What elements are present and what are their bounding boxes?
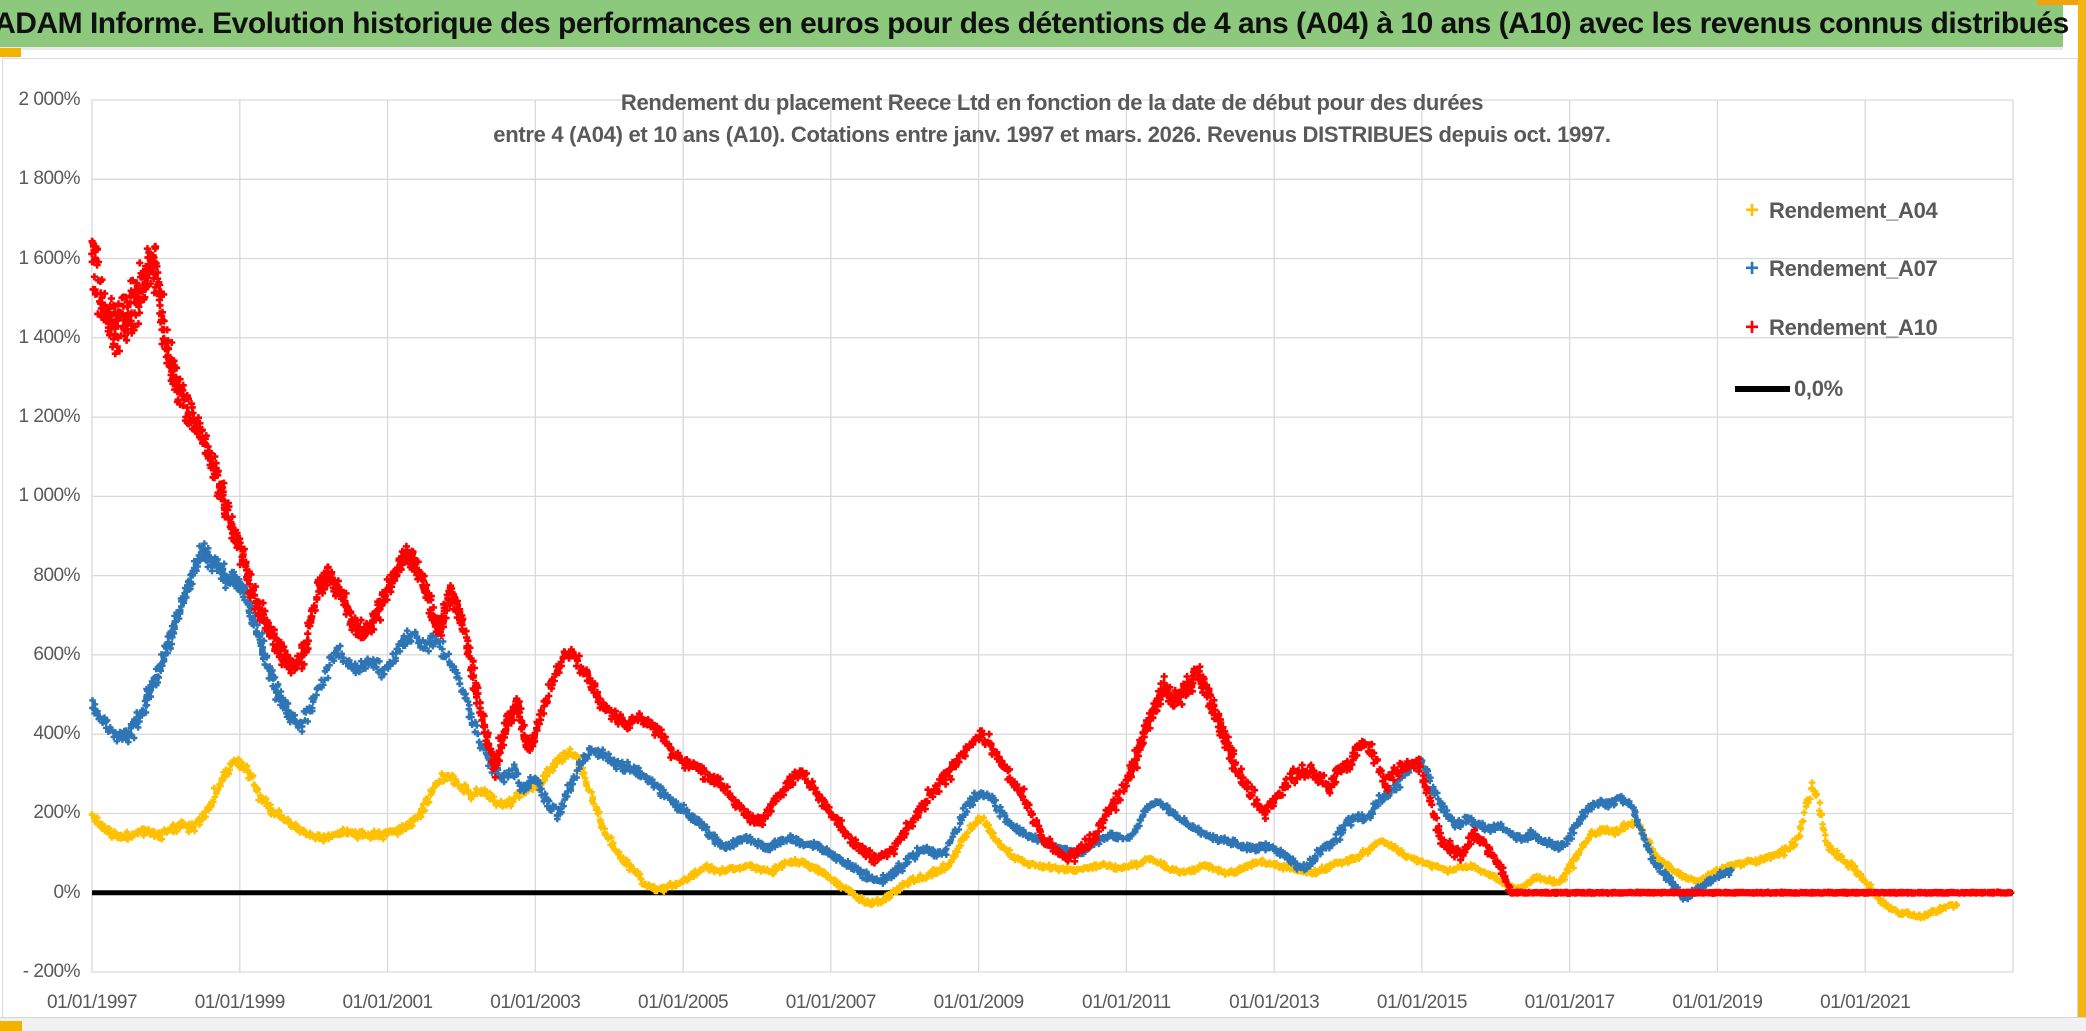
plus-marker-icon: + <box>1744 197 1759 224</box>
legend-item-a10[interactable]: + Rendement_A10 <box>1735 312 1938 344</box>
x-axis-tick-label: 01/01/2003 <box>490 992 581 1013</box>
x-axis-tick-label: 01/01/2001 <box>342 992 433 1013</box>
orange-right-edge <box>2078 0 2086 1031</box>
y-axis-tick-label: 1 000% <box>18 485 81 507</box>
legend-label: Rendement_A07 <box>1769 256 1938 281</box>
y-axis-tick-label: - 200% <box>22 961 81 982</box>
y-axis-tick-label: 1 400% <box>18 326 81 348</box>
legend-label: 0,0% <box>1794 376 1843 401</box>
y-axis-tick-label: 800% <box>33 564 80 586</box>
x-axis-tick-label: 01/01/2017 <box>1524 992 1616 1013</box>
x-axis-tick-label: 01/01/2009 <box>933 992 1025 1013</box>
y-axis-tick-label: 1 200% <box>18 406 81 428</box>
x-axis-tick-label: 01/01/2013 <box>1229 992 1320 1013</box>
x-axis-tick-label: 01/01/2005 <box>638 992 729 1013</box>
banner: ADAM Informe. Evolution historique des p… <box>0 0 2069 47</box>
x-axis-tick-label: 01/01/2019 <box>1672 992 1763 1013</box>
legend-item-a04[interactable]: + Rendement_A04 <box>1735 195 1938 227</box>
y-axis-tick-label: 1 800% <box>18 168 81 190</box>
x-axis-tick-label: 01/01/2015 <box>1376 992 1468 1013</box>
zero-line-swatch <box>1735 386 1790 392</box>
x-axis-tick-label: 01/01/2011 <box>1082 992 1171 1013</box>
x-axis-tick-label: 01/01/1999 <box>194 992 286 1013</box>
yellow-cell-marker-bottom <box>0 1021 22 1031</box>
plus-marker-icon: + <box>1744 255 1759 282</box>
legend-label: Rendement_A10 <box>1769 315 1938 340</box>
legend-item-zero-line[interactable]: 0,0% <box>1735 373 1843 405</box>
y-axis-tick-label: 200% <box>33 802 80 824</box>
chart-title-line1: Rendement du placement Reece Ltd en fonc… <box>620 90 1484 115</box>
y-axis-tick-label: 600% <box>33 643 80 665</box>
y-axis-tick-label: 400% <box>33 723 80 745</box>
banner-title: ADAM Informe. Evolution historique des p… <box>0 6 2069 40</box>
banner-underline <box>0 47 2063 50</box>
legend-item-a07[interactable]: + Rendement_A07 <box>1735 253 1938 285</box>
chart-title-line2: entre 4 (A04) et 10 ans (A10). Cotations… <box>493 122 1611 147</box>
yellow-cell-marker-top <box>0 48 21 57</box>
plus-marker-icon: + <box>1744 314 1759 341</box>
y-axis-tick-label: 2 000% <box>18 89 81 110</box>
x-axis-tick-label: 01/01/1997 <box>46 992 138 1013</box>
x-axis-tick-label: 01/01/2007 <box>785 992 877 1013</box>
legend-label: Rendement_A04 <box>1769 198 1938 223</box>
y-axis-tick-label: 0% <box>53 881 81 903</box>
bottom-strip <box>0 1017 2086 1031</box>
orange-corner-top <box>2037 0 2086 5</box>
x-axis-tick-label: 01/01/2021 <box>1820 992 1911 1013</box>
y-axis-tick-label: 1 600% <box>18 247 81 269</box>
